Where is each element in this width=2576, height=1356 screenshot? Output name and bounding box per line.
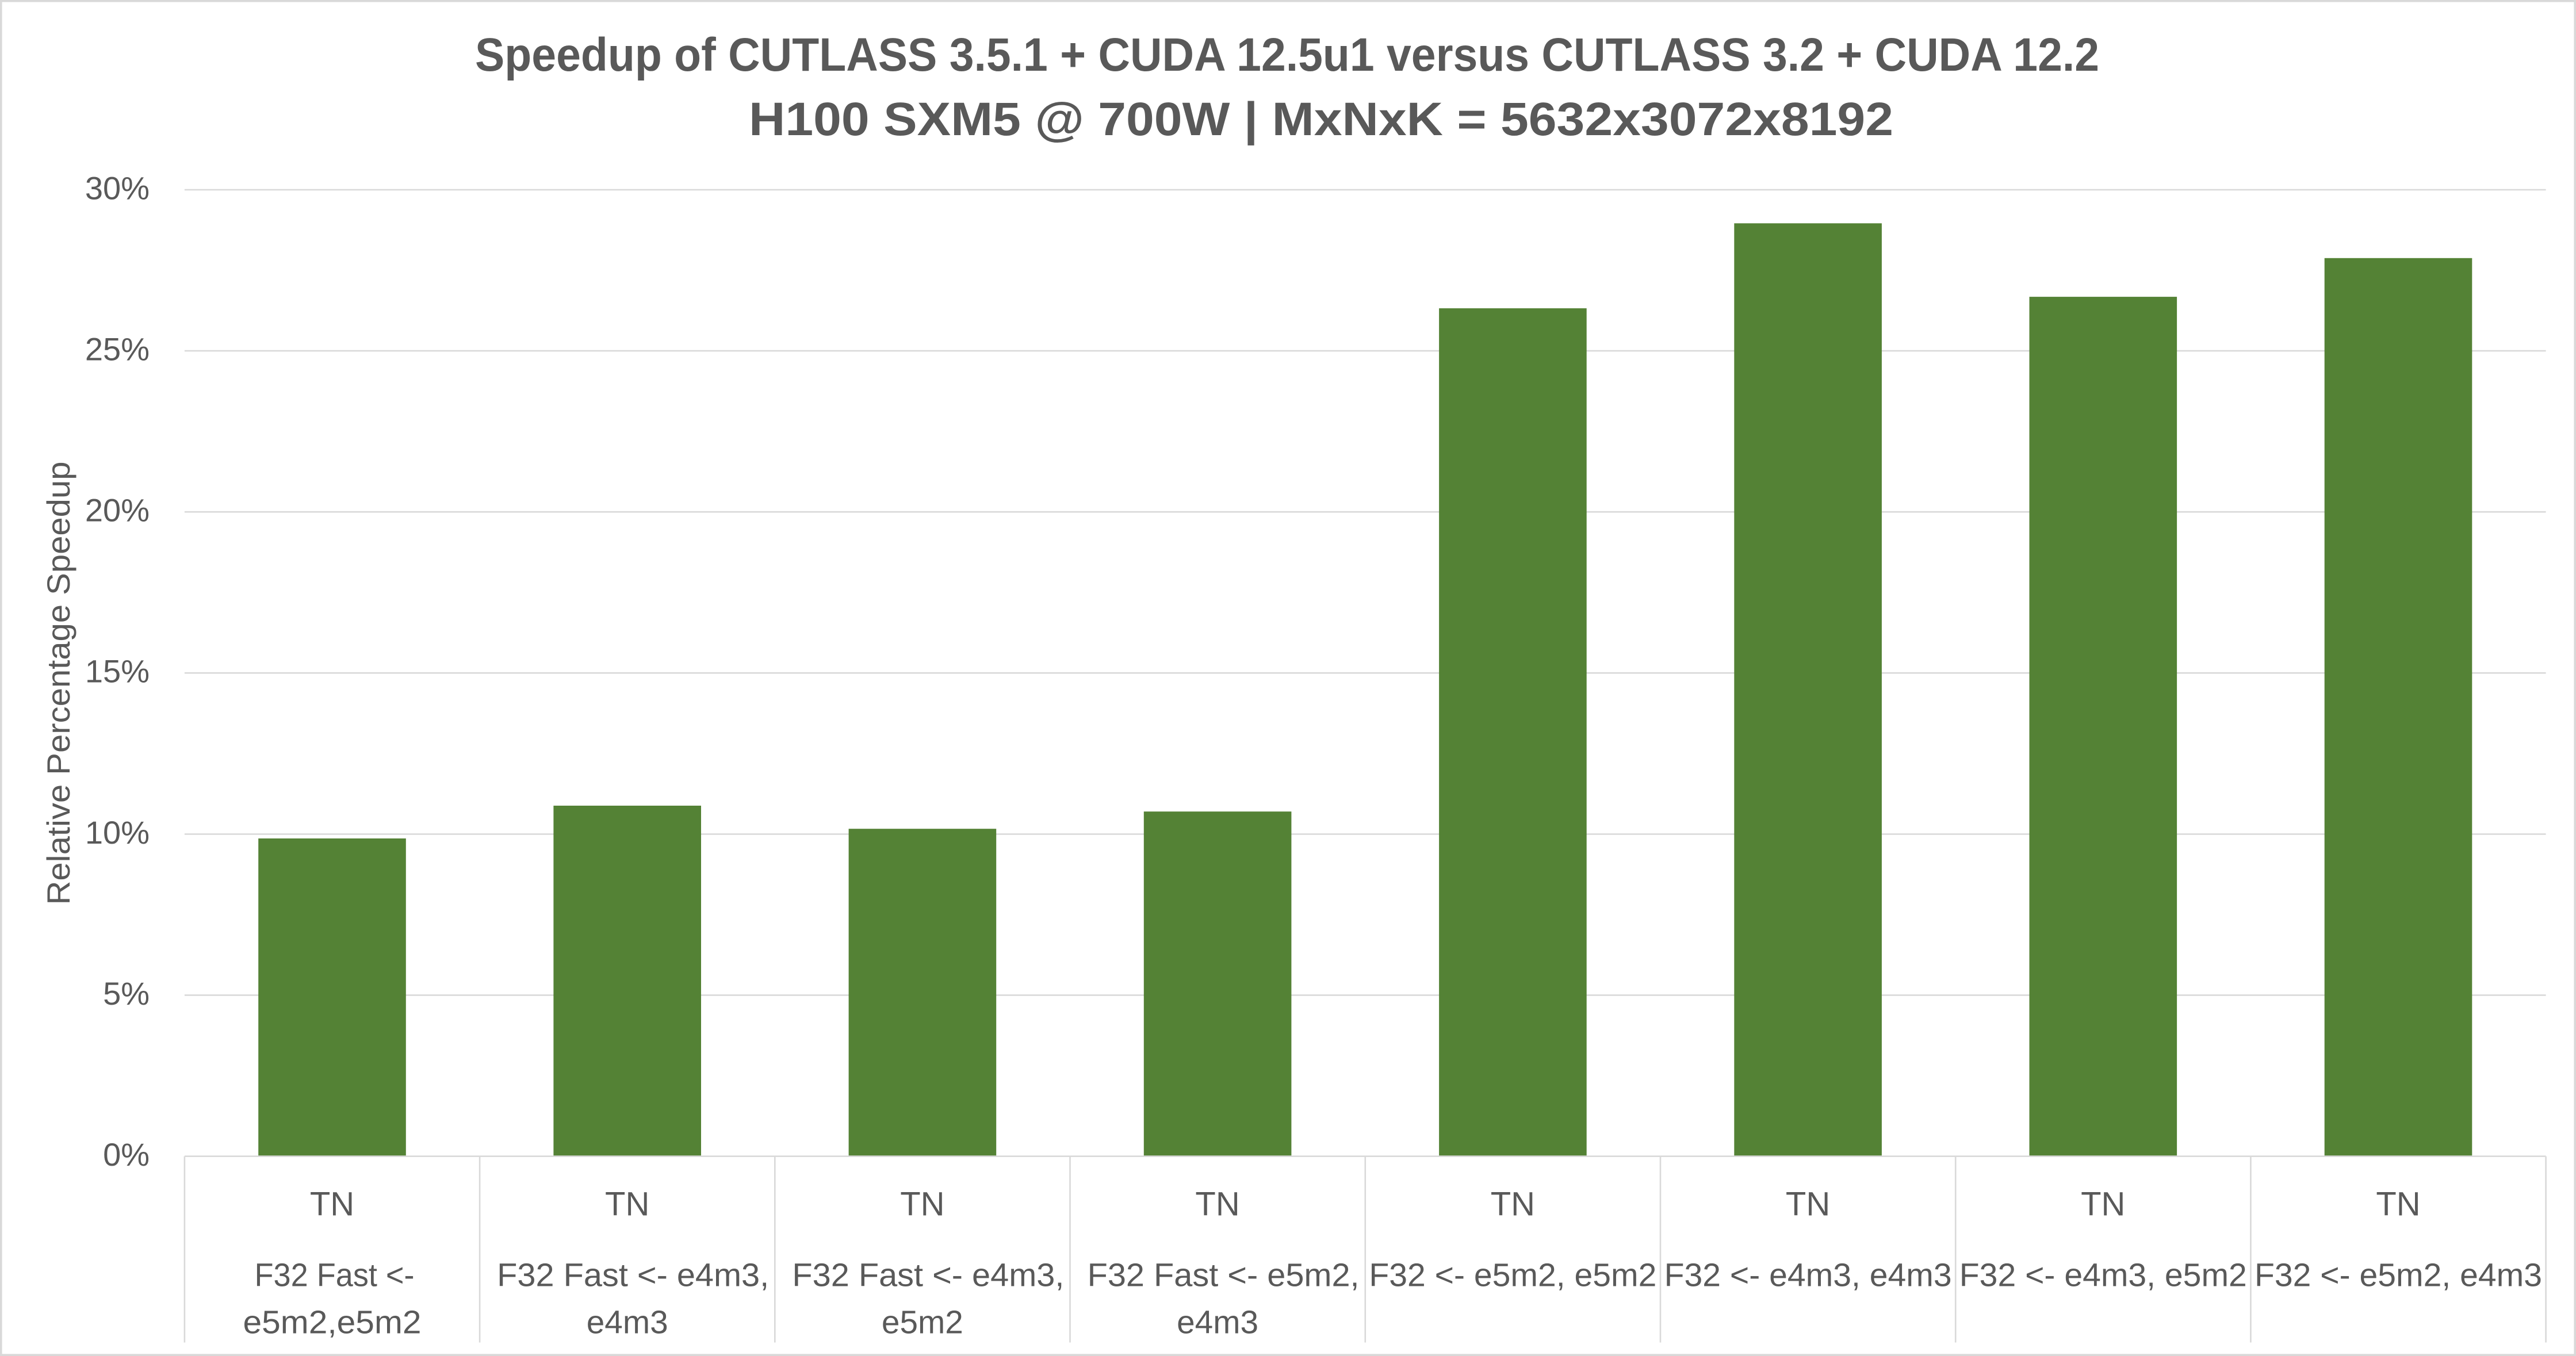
svg-text:TN: TN — [605, 1186, 649, 1223]
svg-text:F32 <- e4m3, e5m2: F32 <- e4m3, e5m2 — [1959, 1257, 2247, 1293]
svg-text:F32 Fast <-: F32 Fast <- — [255, 1257, 415, 1293]
svg-text:10%: 10% — [85, 814, 150, 851]
svg-text:TN: TN — [1491, 1186, 1535, 1223]
svg-text:TN: TN — [1786, 1186, 1830, 1223]
svg-text:TN: TN — [900, 1186, 944, 1223]
svg-text:20%: 20% — [85, 492, 150, 528]
svg-text:TN: TN — [2376, 1186, 2420, 1223]
svg-text:5%: 5% — [103, 975, 150, 1012]
svg-text:15%: 15% — [85, 653, 150, 690]
svg-text:25%: 25% — [85, 331, 150, 367]
svg-text:F32 Fast <- e4m3,: F32 Fast <- e4m3, — [497, 1257, 769, 1293]
svg-text:H100 SXM5 @ 700W | MxNxK = 563: H100 SXM5 @ 700W | MxNxK = 5632x3072x819… — [749, 93, 1893, 146]
svg-text:e4m3: e4m3 — [587, 1304, 668, 1340]
svg-text:F32 <- e5m2, e5m2: F32 <- e5m2, e5m2 — [1369, 1257, 1656, 1293]
svg-text:TN: TN — [310, 1186, 354, 1223]
svg-text:e4m3: e4m3 — [1177, 1304, 1258, 1340]
svg-text:F32 <- e4m3, e4m3: F32 <- e4m3, e4m3 — [1664, 1257, 1952, 1293]
svg-text:Speedup of CUTLASS 3.5.1 + CUD: Speedup of CUTLASS 3.5.1 + CUDA 12.5u1 v… — [475, 29, 2099, 81]
svg-text:TN: TN — [2081, 1186, 2125, 1223]
svg-text:F32 Fast <- e4m3,: F32 Fast <- e4m3, — [792, 1257, 1064, 1293]
svg-text:e5m2: e5m2 — [882, 1304, 963, 1340]
svg-text:e5m2,e5m2: e5m2,e5m2 — [243, 1304, 422, 1340]
svg-text:30%: 30% — [85, 170, 150, 206]
svg-text:0%: 0% — [103, 1136, 150, 1173]
svg-text:F32 Fast <- e5m2,: F32 Fast <- e5m2, — [1088, 1257, 1360, 1293]
svg-text:TN: TN — [1195, 1186, 1239, 1223]
svg-text:F32 <- e5m2, e4m3: F32 <- e5m2, e4m3 — [2255, 1257, 2542, 1293]
svg-text:Relative Percentage Speedup: Relative Percentage Speedup — [40, 462, 76, 905]
